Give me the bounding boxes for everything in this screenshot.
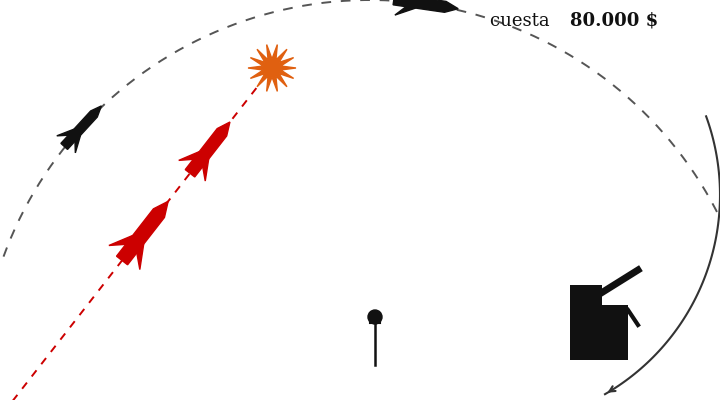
Text: 80.000 $: 80.000 $: [570, 12, 658, 30]
Polygon shape: [137, 244, 144, 270]
Bar: [570, 305, 628, 360]
Polygon shape: [185, 122, 230, 177]
Polygon shape: [61, 106, 102, 150]
Bar: [570, 285, 602, 307]
Polygon shape: [393, 0, 458, 12]
Polygon shape: [117, 201, 168, 265]
Text: cuesta: cuesta: [490, 12, 555, 30]
Polygon shape: [179, 152, 199, 160]
Circle shape: [368, 310, 382, 324]
Polygon shape: [57, 129, 74, 136]
Polygon shape: [203, 159, 209, 181]
Polygon shape: [248, 45, 296, 91]
Polygon shape: [75, 135, 81, 153]
Polygon shape: [395, 7, 415, 15]
Polygon shape: [109, 236, 132, 246]
